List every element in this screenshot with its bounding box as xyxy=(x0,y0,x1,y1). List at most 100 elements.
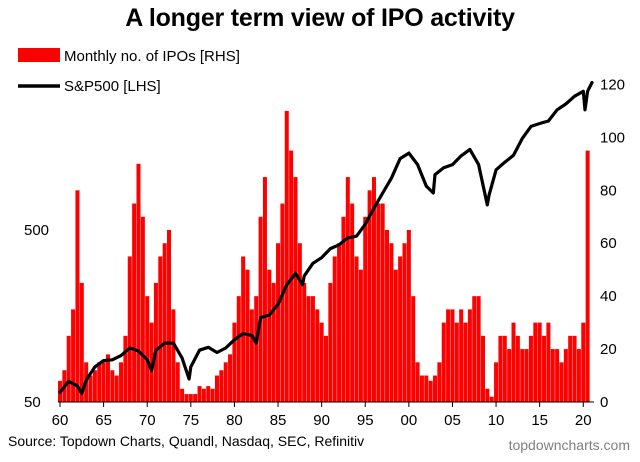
ipo-bar xyxy=(332,256,337,402)
right-tick-label: 40 xyxy=(600,288,617,305)
ipo-bar xyxy=(271,282,276,402)
brand-watermark: topdowncharts.com xyxy=(508,437,630,453)
ipo-bar xyxy=(494,362,499,402)
ipo-bar xyxy=(210,388,215,402)
x-tick-label: 00 xyxy=(401,412,418,429)
ipo-bar xyxy=(297,243,302,402)
ipo-bar xyxy=(550,349,555,402)
legend: Monthly no. of IPOs [RHS] S&P500 [LHS] xyxy=(18,48,240,95)
ipo-bar xyxy=(184,394,189,402)
ipo-bar xyxy=(232,322,237,402)
legend-label-ipo: Monthly no. of IPOs [RHS] xyxy=(64,48,240,65)
ipo-bar xyxy=(145,296,150,402)
ipo-bar xyxy=(341,216,346,402)
ipo-bar xyxy=(563,349,568,402)
chart-title: A longer term view of IPO activity xyxy=(125,4,515,32)
ipo-bar xyxy=(363,216,368,402)
x-tick-label: 80 xyxy=(226,412,243,429)
ipo-bar xyxy=(411,296,416,402)
x-tick-label: 75 xyxy=(182,412,199,429)
ipo-bar xyxy=(262,177,267,402)
ipo-bar xyxy=(463,322,468,402)
ipo-bar xyxy=(350,203,355,402)
ipo-bar xyxy=(480,335,485,402)
x-tick-label: 85 xyxy=(270,412,287,429)
ipo-bar xyxy=(92,370,97,402)
ipo-bar xyxy=(389,243,394,402)
ipo-bar xyxy=(568,335,573,402)
ipo-bar xyxy=(319,322,324,402)
ipo-bar xyxy=(555,349,560,402)
ipo-bar xyxy=(528,335,533,402)
ipo-bar xyxy=(249,309,254,402)
ipo-bar xyxy=(576,349,581,402)
ipo-bar xyxy=(97,362,102,402)
right-tick-label: 20 xyxy=(600,341,617,358)
ipo-bar xyxy=(472,296,477,402)
ipo-bar xyxy=(315,309,320,402)
ipo-bar xyxy=(585,150,590,402)
ipo-bar xyxy=(193,394,198,402)
x-tick-label: 60 xyxy=(52,412,69,429)
ipo-bar xyxy=(559,362,564,402)
left-tick-label: 500 xyxy=(24,222,49,239)
ipo-bar xyxy=(520,349,525,402)
ipo-bar xyxy=(419,375,424,402)
ipo-bar xyxy=(127,256,132,402)
ipo-bar xyxy=(71,309,76,402)
ipo-bar xyxy=(533,322,538,402)
ipo-bar xyxy=(524,349,529,402)
ipo-bar xyxy=(223,362,228,402)
x-tick-label: 90 xyxy=(313,412,330,429)
x-tick-label: 20 xyxy=(575,412,592,429)
ipo-bar xyxy=(450,309,455,402)
left-axis-tick-labels: 50 500 xyxy=(24,222,49,411)
ipo-bar xyxy=(489,396,494,402)
right-axis-tick-labels: 0 20 40 60 80 100 120 xyxy=(600,76,625,411)
ipo-bar xyxy=(132,203,137,402)
ipo-bar xyxy=(415,362,420,402)
ipo-bar xyxy=(323,335,328,402)
ipo-bar xyxy=(302,282,307,402)
ipo-bar xyxy=(437,362,442,402)
ipo-bar xyxy=(446,309,451,402)
ipo-bar xyxy=(197,386,202,402)
ipo-bar xyxy=(105,354,110,402)
legend-label-sp500: S&P500 [LHS] xyxy=(64,78,161,95)
right-tick-label: 120 xyxy=(600,76,625,93)
ipo-bar xyxy=(153,282,158,402)
ipo-bar xyxy=(158,256,163,402)
x-axis-ticks xyxy=(59,402,584,407)
ipo-bar xyxy=(424,375,429,402)
sp500-line xyxy=(58,80,594,396)
x-axis-tick-labels: 60 65 70 75 80 85 90 95 00 05 10 15 20 xyxy=(52,412,592,429)
ipo-bar xyxy=(428,380,433,402)
ipo-bar xyxy=(236,296,241,402)
ipo-bar xyxy=(398,256,403,402)
ipo-bar xyxy=(433,375,438,402)
ipo-bar xyxy=(502,335,507,402)
ipo-sp500-chart: 60 65 70 75 80 85 90 95 00 05 10 15 20 50 500 0 20 40 60… xyxy=(18,48,625,429)
ipo-bar xyxy=(206,386,211,402)
ipo-bar xyxy=(136,163,141,402)
ipo-bar xyxy=(515,335,520,402)
ipo-bar xyxy=(180,388,185,402)
ipo-bar xyxy=(201,388,206,402)
right-tick-label: 60 xyxy=(600,235,617,252)
ipo-bar xyxy=(110,370,115,402)
ipo-bar xyxy=(358,269,363,402)
ipo-bar xyxy=(79,282,84,402)
right-tick-label: 0 xyxy=(600,394,608,411)
ipo-bar xyxy=(214,375,219,402)
ipo-bar xyxy=(406,230,411,402)
ipo-bar xyxy=(402,243,407,402)
ipo-bar xyxy=(267,269,272,402)
ipo-bar xyxy=(280,203,285,402)
ipo-bar xyxy=(376,203,381,402)
ipo-bar xyxy=(385,230,390,402)
ipo-bar xyxy=(310,296,315,402)
ipo-bar xyxy=(114,375,119,402)
ipo-bar xyxy=(219,370,224,402)
ipo-bar xyxy=(101,362,106,402)
ipo-bar xyxy=(140,216,145,402)
